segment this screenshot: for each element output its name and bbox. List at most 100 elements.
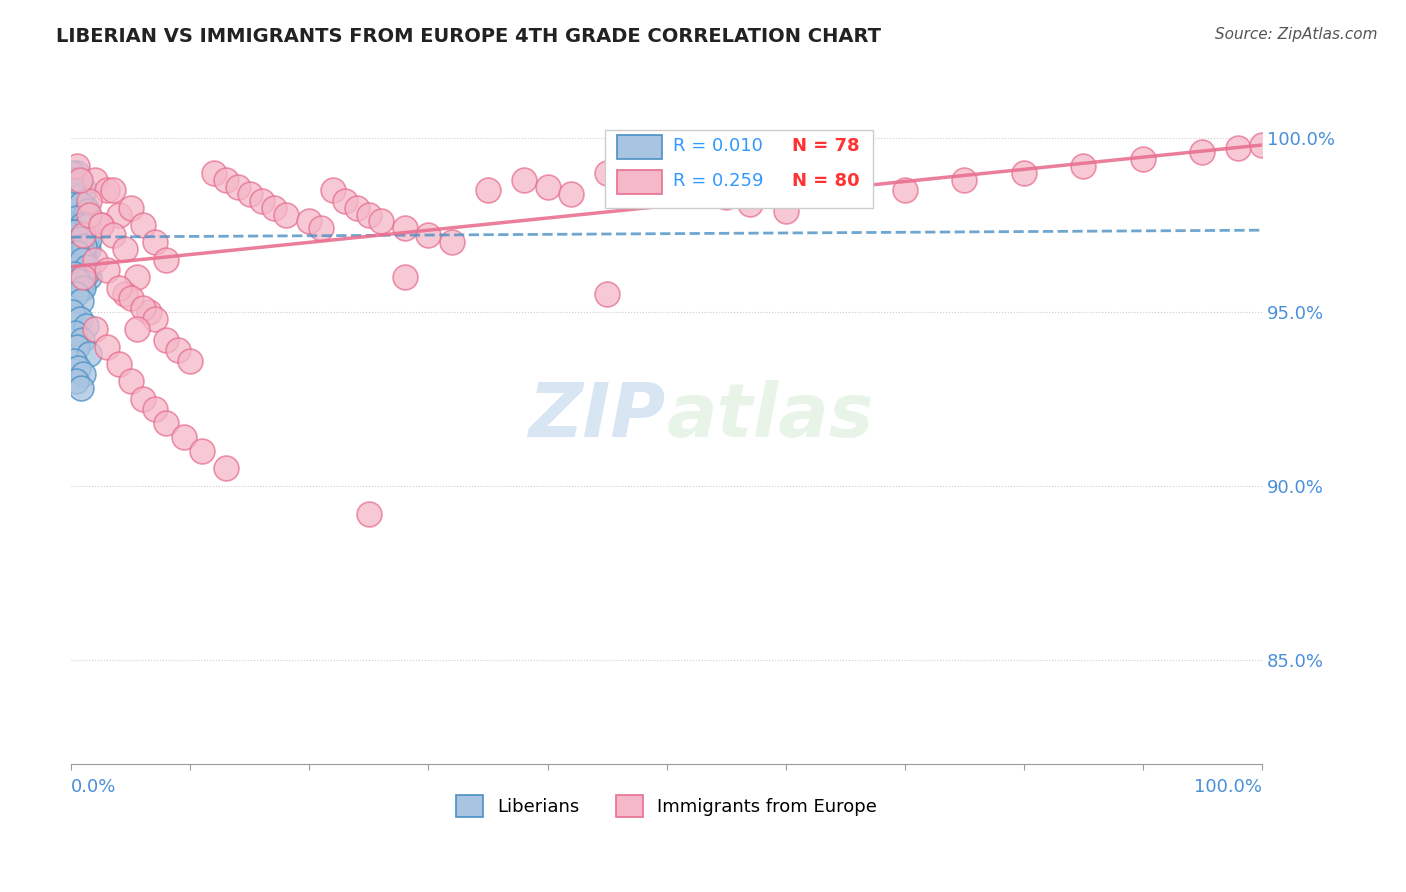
Point	[1132, 152, 1154, 166]
Point	[73, 183, 96, 197]
Point	[62, 270, 84, 285]
Point	[73, 235, 96, 250]
Point	[394, 221, 416, 235]
Point	[96, 340, 118, 354]
Point	[63, 225, 86, 239]
Point	[69, 381, 91, 395]
Point	[90, 218, 112, 232]
Point	[67, 235, 90, 250]
Point	[357, 507, 380, 521]
Point	[418, 228, 440, 243]
Point	[70, 256, 93, 270]
Point	[274, 208, 297, 222]
Point	[70, 214, 93, 228]
Point	[65, 235, 87, 250]
Point	[167, 343, 190, 358]
Point	[77, 228, 100, 243]
Point	[70, 333, 93, 347]
Text: N = 78: N = 78	[792, 137, 859, 155]
Point	[1227, 141, 1250, 155]
Point	[215, 173, 238, 187]
Point	[77, 194, 100, 208]
Point	[77, 208, 100, 222]
Text: N = 80: N = 80	[792, 172, 859, 190]
Point	[775, 204, 797, 219]
Point	[655, 179, 678, 194]
Point	[67, 242, 90, 256]
Point	[441, 235, 464, 250]
Point	[191, 444, 214, 458]
Point	[679, 183, 702, 197]
Point	[953, 173, 976, 187]
Point	[65, 287, 87, 301]
Point	[101, 183, 124, 197]
Point	[66, 340, 89, 354]
Point	[108, 280, 131, 294]
Point	[77, 218, 100, 232]
Text: 100.0%: 100.0%	[1194, 778, 1263, 796]
Point	[73, 218, 96, 232]
Point	[75, 318, 97, 333]
Point	[370, 214, 392, 228]
Point	[62, 305, 84, 319]
Point	[250, 194, 273, 208]
Point	[65, 221, 87, 235]
Point	[138, 305, 160, 319]
Point	[75, 201, 97, 215]
Point	[69, 249, 91, 263]
Point	[90, 218, 112, 232]
Point	[63, 194, 86, 208]
Point	[131, 218, 153, 232]
Point	[73, 239, 96, 253]
Point	[65, 375, 87, 389]
Point	[66, 208, 89, 222]
Point	[66, 256, 89, 270]
Point	[67, 228, 90, 243]
Point	[96, 183, 118, 197]
Point	[69, 228, 91, 243]
Text: ZIP: ZIP	[529, 380, 666, 452]
Point	[202, 166, 225, 180]
Point	[63, 190, 86, 204]
Point	[62, 274, 84, 288]
Point	[114, 242, 136, 256]
FancyBboxPatch shape	[617, 136, 662, 159]
Point	[596, 287, 619, 301]
Point	[70, 252, 93, 267]
Point	[77, 270, 100, 285]
Point	[72, 263, 94, 277]
Point	[536, 179, 558, 194]
Point	[298, 214, 321, 228]
Text: Source: ZipAtlas.com: Source: ZipAtlas.com	[1215, 27, 1378, 42]
Point	[70, 252, 93, 267]
Point	[67, 256, 90, 270]
Point	[560, 186, 582, 201]
Point	[143, 235, 166, 250]
Point	[69, 311, 91, 326]
Point	[75, 242, 97, 256]
Point	[77, 346, 100, 360]
Point	[96, 263, 118, 277]
Point	[67, 274, 90, 288]
Point	[512, 173, 534, 187]
Point	[394, 270, 416, 285]
Point	[84, 322, 107, 336]
Point	[1251, 138, 1274, 153]
Point	[69, 239, 91, 253]
Text: LIBERIAN VS IMMIGRANTS FROM EUROPE 4TH GRADE CORRELATION CHART: LIBERIAN VS IMMIGRANTS FROM EUROPE 4TH G…	[56, 27, 882, 45]
Point	[179, 353, 201, 368]
Point	[72, 242, 94, 256]
Point	[69, 208, 91, 222]
Point	[69, 277, 91, 291]
Point	[120, 291, 142, 305]
Point	[66, 159, 89, 173]
Point	[893, 183, 915, 197]
Point	[69, 197, 91, 211]
Legend: Liberians, Immigrants from Europe: Liberians, Immigrants from Europe	[449, 788, 884, 824]
Point	[65, 252, 87, 267]
FancyBboxPatch shape	[617, 170, 662, 194]
Point	[155, 416, 177, 430]
Point	[76, 208, 98, 222]
Point	[1012, 166, 1035, 180]
Point	[620, 173, 643, 187]
